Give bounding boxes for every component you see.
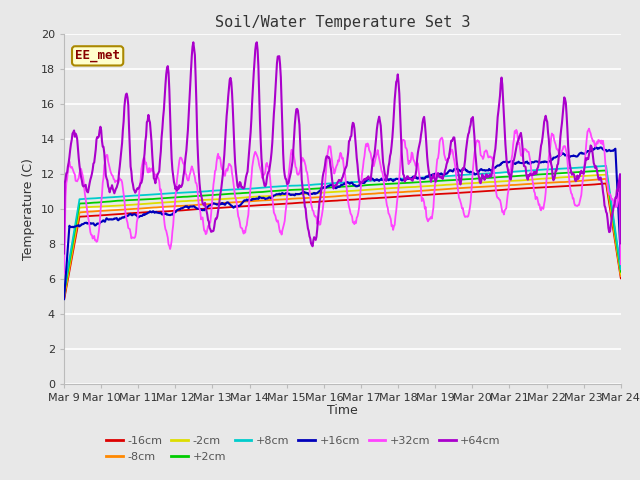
Legend: -16cm, -8cm, -2cm, +2cm, +8cm, +16cm, +32cm, +64cm: -16cm, -8cm, -2cm, +2cm, +8cm, +16cm, +3… — [102, 432, 505, 466]
Text: EE_met: EE_met — [75, 49, 120, 62]
Y-axis label: Temperature (C): Temperature (C) — [22, 158, 35, 260]
Title: Soil/Water Temperature Set 3: Soil/Water Temperature Set 3 — [214, 15, 470, 30]
X-axis label: Time: Time — [327, 405, 358, 418]
